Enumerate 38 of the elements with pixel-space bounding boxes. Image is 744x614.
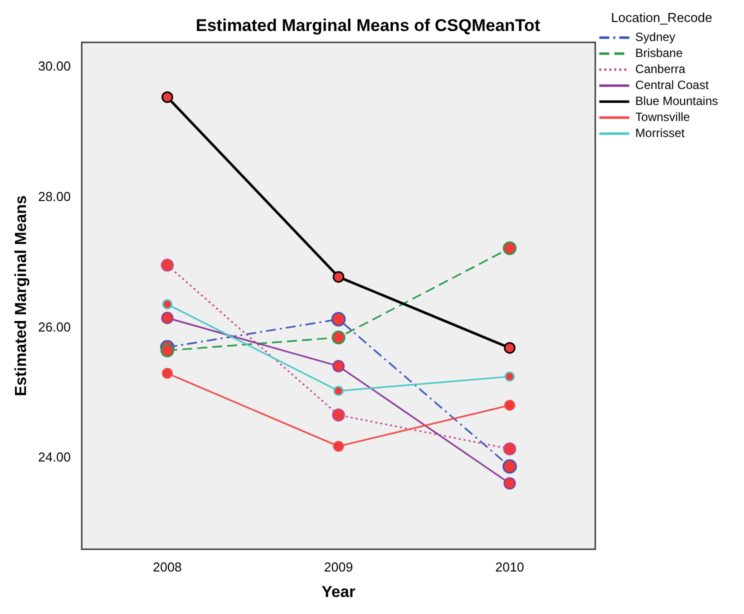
legend-label: Central Coast: [635, 78, 710, 92]
point: [504, 371, 515, 382]
y-tick-label: 30.00: [38, 58, 71, 74]
point: [332, 271, 344, 283]
point: [332, 330, 346, 344]
point: [333, 386, 344, 396]
point: [502, 459, 517, 474]
point: [332, 360, 345, 372]
point: [502, 241, 517, 256]
legend-label: Morrisset: [635, 126, 686, 140]
x-tick-label: 2008: [152, 560, 182, 575]
legend-label: Canberra: [635, 62, 686, 76]
y-tick-label: 26.00: [38, 319, 71, 334]
point: [332, 408, 346, 422]
x-axis-title: Year: [322, 584, 356, 601]
point: [162, 299, 172, 310]
legend-label: Sydney: [635, 30, 676, 44]
point: [160, 258, 174, 272]
x-tick-label: 2009: [324, 560, 353, 575]
legend-title: Location_Recode: [611, 10, 712, 26]
point: [162, 91, 174, 103]
point: [161, 312, 174, 324]
x-tick-label: 2010: [495, 560, 524, 575]
chart-title: Estimated Marginal Means of CSQMeanTot: [196, 16, 541, 35]
legend-label: Townsville: [635, 110, 690, 124]
point: [333, 440, 344, 452]
point: [160, 344, 174, 358]
point: [504, 342, 516, 354]
legend-label: Blue Mountains: [635, 94, 718, 108]
point: [331, 312, 346, 326]
point: [504, 400, 516, 411]
y-axis-title: Estimated Marginal Means: [13, 195, 30, 396]
point: [504, 477, 516, 490]
y-tick-label: 28.00: [38, 189, 71, 204]
legend-label: Brisbane: [635, 46, 683, 60]
point: [503, 442, 516, 456]
point: [162, 368, 173, 379]
y-tick-label: 24.00: [38, 450, 71, 465]
